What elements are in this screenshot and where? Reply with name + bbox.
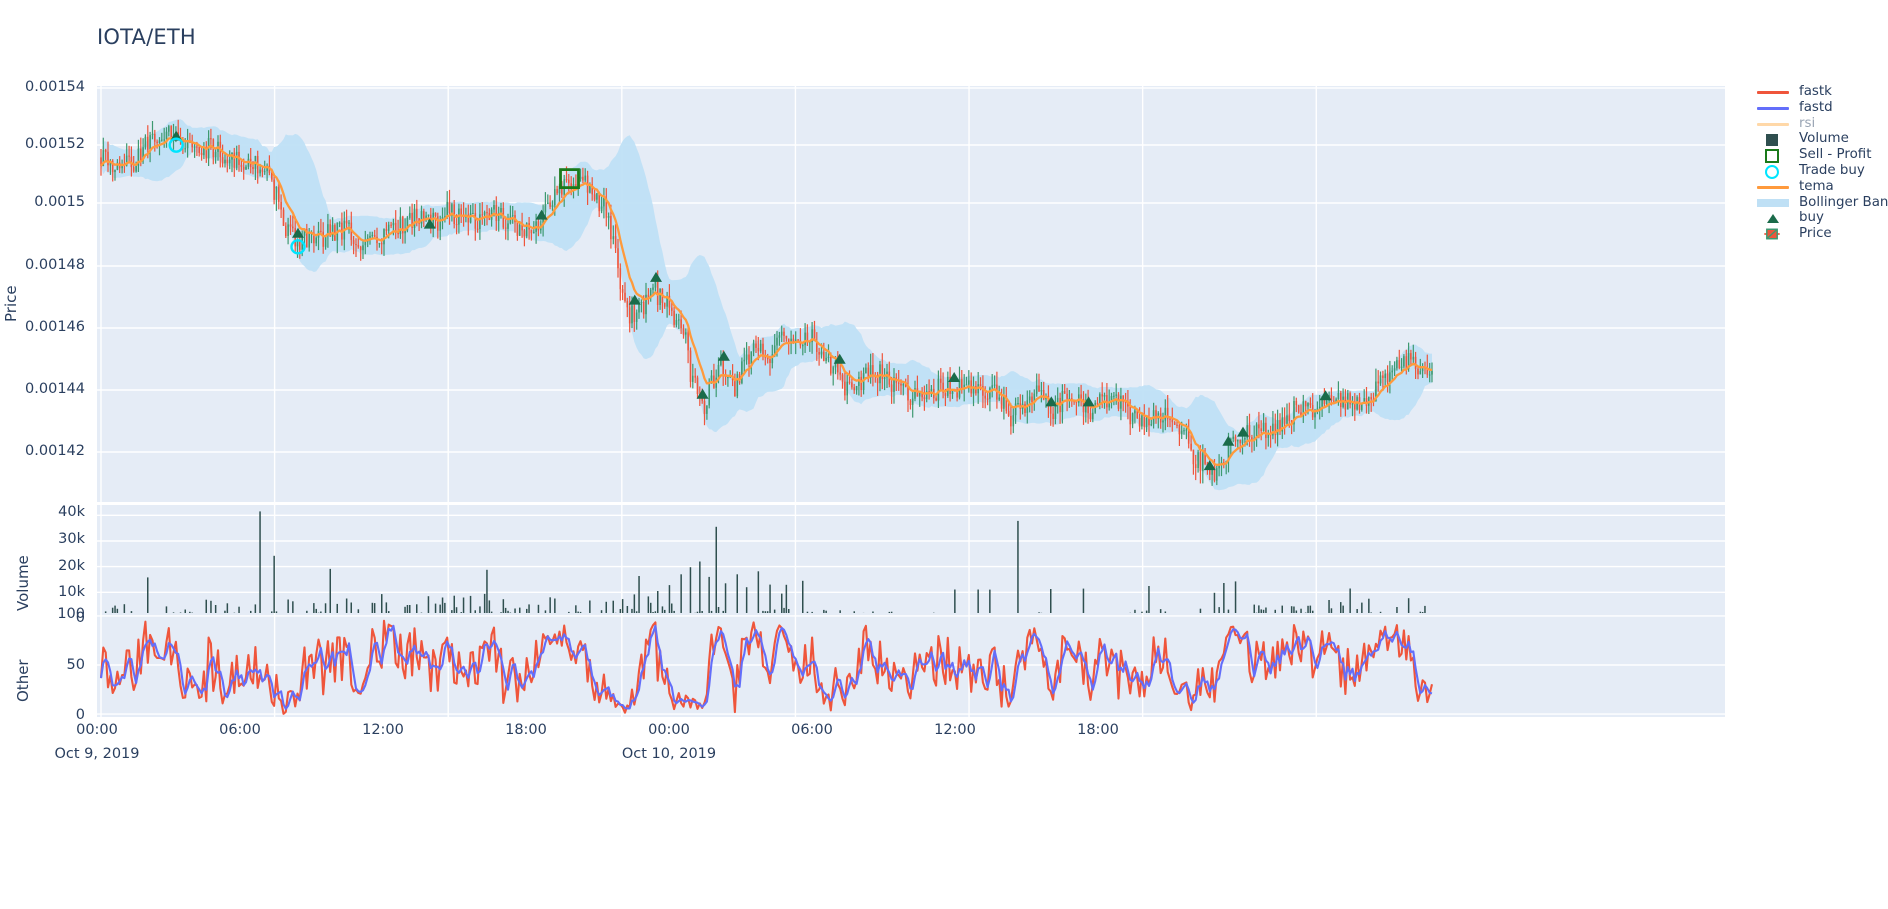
legend-label: Bollinger Band <box>1799 194 1888 210</box>
volume-ytick: 40k <box>58 504 85 520</box>
legend: fastk fastd rsi Volume Sell - Profit Trade bu… <box>1755 84 1888 242</box>
legend-label: fastd <box>1799 99 1833 115</box>
legend-line-icon <box>1755 179 1791 195</box>
price-ytick: 0.00148 <box>25 257 85 273</box>
x-tick: 06:00 <box>791 722 833 738</box>
legend-label: Sell - Profit <box>1799 147 1872 163</box>
other-axis-label: Other <box>14 659 32 702</box>
legend-line-icon <box>1755 84 1791 100</box>
legend-square-icon <box>1755 131 1791 147</box>
other-ytick: 100 <box>57 606 85 622</box>
price-axis-label: Price <box>2 285 20 322</box>
volume-ytick: 30k <box>58 531 85 547</box>
price-ytick: 0.00142 <box>25 443 85 459</box>
legend-label: Volume <box>1799 131 1849 147</box>
legend-item-sell-profit[interactable]: Sell - Profit <box>1755 147 1888 164</box>
legend-label: tema <box>1799 178 1834 194</box>
volume-ytick: 10k <box>58 584 85 600</box>
x-tick: 18:00 <box>505 722 547 738</box>
volume-axis-label: Volume <box>14 555 32 611</box>
legend-label: fastk <box>1799 84 1832 99</box>
price-ytick: 0.0015 <box>34 194 85 210</box>
legend-item-price[interactable]: Price <box>1755 226 1888 242</box>
page-title: IOTA/ETH <box>97 25 196 49</box>
legend-circle-open-icon <box>1755 163 1791 179</box>
legend-item-bollinger-band[interactable]: Bollinger Band <box>1755 195 1888 211</box>
legend-item-fastd[interactable]: fastd <box>1755 100 1888 116</box>
legend-band-icon <box>1755 195 1791 211</box>
legend-square-open-icon <box>1755 147 1791 164</box>
other-ytick: 0 <box>75 707 85 723</box>
x-day-label: Oct 9, 2019 <box>54 746 140 762</box>
legend-item-tema[interactable]: tema <box>1755 179 1888 195</box>
legend-label: rsi <box>1799 115 1816 131</box>
volume-panel <box>97 505 1725 618</box>
price-ytick: 0.00146 <box>25 319 85 335</box>
price-ytick: 0.00144 <box>25 381 85 397</box>
legend-label: buy <box>1799 210 1824 226</box>
x-tick: 00:00 <box>648 722 690 738</box>
volume-ytick: 20k <box>58 558 85 574</box>
legend-item-volume[interactable]: Volume <box>1755 131 1888 147</box>
legend-label: Price <box>1799 226 1832 242</box>
volume-plot <box>97 505 1725 618</box>
x-tick: 06:00 <box>219 722 261 738</box>
other-ytick: 50 <box>66 657 85 673</box>
x-tick: 00:00 <box>76 722 118 738</box>
other-panel <box>97 613 1725 717</box>
price-panel <box>97 86 1725 502</box>
x-day-label: Oct 10, 2019 <box>621 746 717 762</box>
volume-ytick: 0 <box>75 610 85 626</box>
legend-item-fastk[interactable]: fastk <box>1755 84 1888 100</box>
price-plot <box>97 86 1725 502</box>
x-tick: 18:00 <box>1077 722 1119 738</box>
other-plot <box>97 613 1725 717</box>
legend-item-rsi[interactable]: rsi <box>1755 116 1888 132</box>
x-tick: 12:00 <box>934 722 976 738</box>
legend-item-buy[interactable]: buy <box>1755 210 1888 226</box>
legend-item-trade-buy[interactable]: Trade buy <box>1755 163 1888 179</box>
legend-label: Trade buy <box>1799 162 1865 178</box>
legend-triangle-up-icon <box>1755 210 1791 226</box>
x-tick: 12:00 <box>362 722 404 738</box>
price-ytick: 0.00154 <box>25 79 85 95</box>
price-ytick: 0.00152 <box>25 136 85 152</box>
legend-candle-icon <box>1755 226 1791 242</box>
legend-line-icon <box>1755 100 1791 116</box>
legend-line-icon <box>1755 116 1791 132</box>
